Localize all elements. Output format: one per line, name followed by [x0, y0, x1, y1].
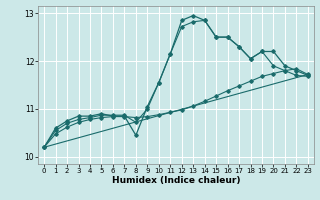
X-axis label: Humidex (Indice chaleur): Humidex (Indice chaleur) [112, 176, 240, 185]
